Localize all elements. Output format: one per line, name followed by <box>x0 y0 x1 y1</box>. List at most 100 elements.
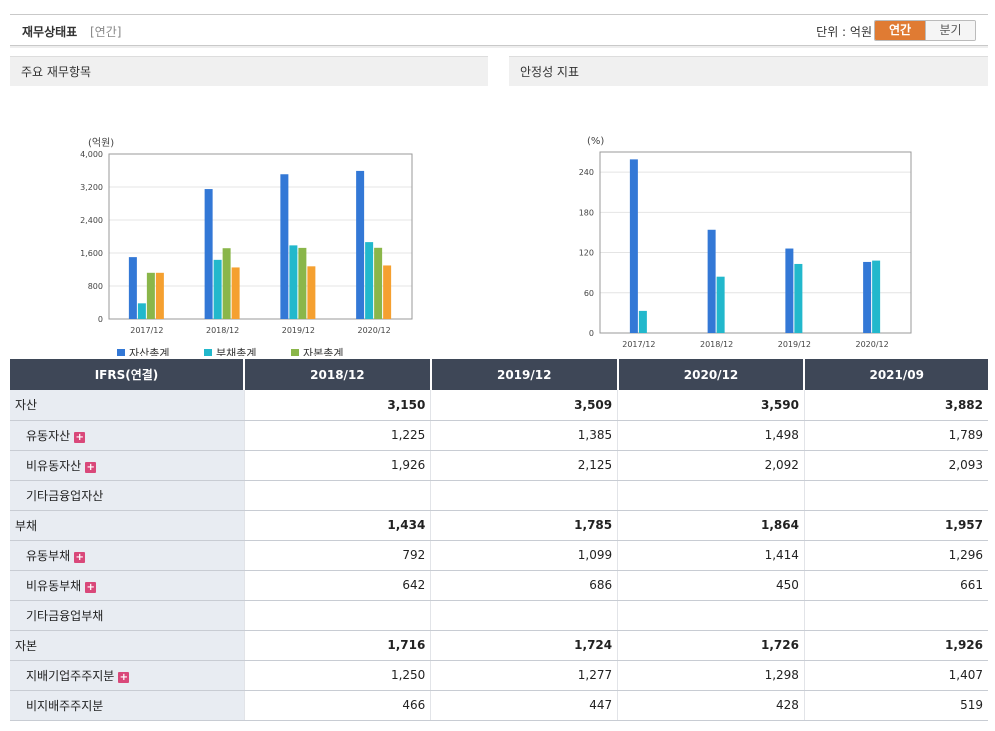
value-cell: 642 <box>243 570 431 601</box>
expand-plus-icon[interactable]: + <box>74 431 86 443</box>
table-row: 기타금융업부채 <box>10 600 988 631</box>
bar <box>872 260 881 333</box>
y-tick-label: 0 <box>98 315 103 324</box>
table-row: 비지배주주지분 466 447 428 519 <box>10 690 988 721</box>
y-tick-label: 240 <box>579 168 594 177</box>
table-row: 부채 1,434 1,785 1,864 1,957 <box>10 510 988 541</box>
bar <box>374 247 383 319</box>
value-cell: 1,225 <box>243 420 431 451</box>
legend-swatch <box>291 349 299 356</box>
row-label: 자산 <box>15 398 38 413</box>
legend-label: 자본총계 <box>303 347 343 356</box>
value-cell: 450 <box>617 570 805 601</box>
value-cell: 792 <box>243 540 431 571</box>
value-cell: 1,926 <box>243 450 431 481</box>
table-row: 유동자산 +1,225 1,385 1,498 1,789 <box>10 420 988 451</box>
value-cell: 1,785 <box>430 510 618 541</box>
value-cell: 2,093 <box>803 450 988 481</box>
row-label-cell: 자산 <box>10 390 244 421</box>
expand-plus-icon[interactable]: + <box>85 461 97 473</box>
bar <box>383 265 392 319</box>
expand-plus-icon[interactable]: + <box>85 581 97 593</box>
value-cell: 1,414 <box>617 540 805 571</box>
value-cell: 447 <box>430 690 618 721</box>
chart-unit-label: (억원) <box>88 137 114 149</box>
value-cell: 1,277 <box>430 660 618 691</box>
row-label-cell: 비유동자산 + <box>10 450 244 481</box>
value-cell: 1,716 <box>243 630 431 661</box>
value-cell: 1,724 <box>430 630 618 661</box>
bar <box>629 159 638 333</box>
value-cell <box>430 480 618 511</box>
bar <box>137 303 146 319</box>
value-cell <box>617 480 805 511</box>
row-label: 비유동부채 <box>26 578 82 593</box>
value-cell: 1,926 <box>803 630 988 661</box>
annual-tab[interactable]: 연간 <box>875 21 925 40</box>
expand-plus-icon[interactable]: + <box>118 671 130 683</box>
bar <box>128 257 137 319</box>
bar <box>204 189 213 319</box>
value-cell: 661 <box>803 570 988 601</box>
value-cell: 686 <box>430 570 618 601</box>
financial-table: IFRS(연결) 2018/12 2019/12 2020/12 2021/09… <box>10 359 988 721</box>
y-tick-label: 3,200 <box>80 183 103 192</box>
row-label: 유동부채 <box>26 548 71 563</box>
period-toggle: 연간 분기 <box>874 20 976 41</box>
value-cell: 1,296 <box>803 540 988 571</box>
x-tick-label: 2018/12 <box>700 340 733 349</box>
column-header: 2018/12 <box>243 359 431 390</box>
plot-frame <box>599 151 912 334</box>
legend-label: 자산총계 <box>129 347 169 356</box>
row-label-cell: 기타금융업자산 <box>10 480 244 511</box>
table-row: 자본 1,716 1,724 1,726 1,926 <box>10 630 988 661</box>
value-cell: 3,509 <box>430 390 618 421</box>
legend-swatch <box>204 349 212 356</box>
y-tick-label: 2,400 <box>80 216 103 225</box>
y-tick-label: 60 <box>584 289 594 298</box>
y-tick-label: 180 <box>579 208 594 217</box>
bar <box>155 272 164 319</box>
quarter-tab[interactable]: 분기 <box>925 21 975 40</box>
row-label-cell: 비지배주주지분 <box>10 690 244 721</box>
row-label-cell: 자본 <box>10 630 244 661</box>
plot-frame <box>108 153 413 320</box>
x-tick-label: 2020/12 <box>358 326 391 335</box>
bar <box>785 248 794 333</box>
table-row: 지배기업주주지분 +1,250 1,277 1,298 1,407 <box>10 660 988 691</box>
x-tick-label: 2018/12 <box>206 326 239 335</box>
legend-swatch <box>117 349 125 356</box>
value-cell: 3,150 <box>243 390 431 421</box>
stability-panel: 안정성 지표 (%) 0 60 120 180 240 2017/12 2018/12 2019… <box>509 56 988 356</box>
table-row: 자산 3,150 3,509 3,590 3,882 <box>10 390 988 421</box>
expand-plus-icon[interactable]: + <box>74 551 86 563</box>
x-tick-label: 2020/12 <box>856 340 889 349</box>
column-header: 2020/12 <box>616 359 805 390</box>
bar <box>716 276 725 333</box>
value-cell: 466 <box>243 690 431 721</box>
unit-label: 단위 : 억원 <box>816 25 872 39</box>
bar <box>307 266 316 319</box>
value-cell: 1,407 <box>803 660 988 691</box>
stability-title: 안정성 지표 <box>509 56 988 86</box>
value-cell <box>243 480 431 511</box>
table-header-label: IFRS(연결) <box>10 359 244 390</box>
value-cell: 1,957 <box>803 510 988 541</box>
value-cell <box>243 600 431 631</box>
y-tick-label: 0 <box>589 329 594 338</box>
section-header: 재무상태표 [연간] 단위 : 억원 연간 분기 <box>10 14 988 46</box>
bar <box>222 248 231 319</box>
value-cell <box>430 600 618 631</box>
y-tick-label: 120 <box>579 249 594 258</box>
key-items-chart: (억원) 0 800 1,600 2,400 3,200 4,000 2017/12 2018/… <box>80 137 413 356</box>
value-cell: 3,590 <box>617 390 805 421</box>
x-tick-label: 2019/12 <box>282 326 315 335</box>
value-cell: 1,789 <box>803 420 988 451</box>
value-cell: 1,298 <box>617 660 805 691</box>
value-cell <box>617 600 805 631</box>
row-label: 비유동자산 <box>26 458 82 473</box>
x-tick-label: 2017/12 <box>622 340 655 349</box>
row-label: 유동자산 <box>26 428 71 443</box>
bar <box>863 261 872 333</box>
bar <box>794 263 803 333</box>
